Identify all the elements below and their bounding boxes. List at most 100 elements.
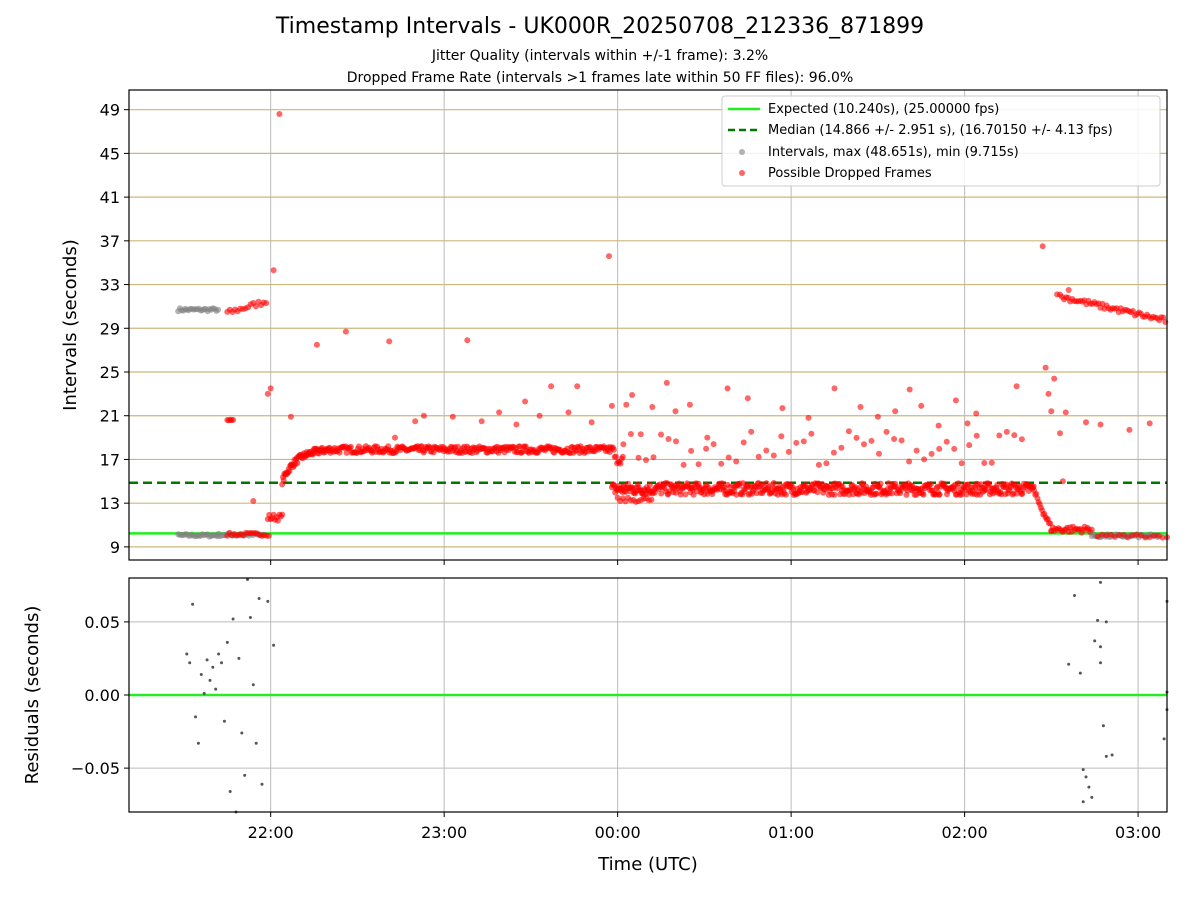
dropped-frame-point <box>876 450 882 457</box>
residual-point <box>1087 785 1091 789</box>
dropped-frame-point <box>688 447 695 454</box>
residual-point <box>1081 768 1085 772</box>
dropped-frame-point <box>347 443 354 450</box>
dropped-frame-point <box>478 418 485 425</box>
residual-point <box>188 661 192 665</box>
dropped-frame-point <box>286 468 293 475</box>
dropped-frame-point <box>287 413 294 420</box>
dropped-frame-point <box>643 457 649 463</box>
dropped-frame-point <box>814 489 821 496</box>
residual-point <box>1084 775 1088 779</box>
dropped-frame-point <box>651 489 658 496</box>
dropped-frame-point <box>877 480 884 487</box>
dropped-frame-point <box>342 328 349 335</box>
dropped-frame-point <box>744 395 751 402</box>
dropped-frame-point <box>920 491 927 498</box>
dropped-frame-point <box>994 481 1001 488</box>
dropped-frame-point <box>755 453 762 460</box>
dropped-frame-point <box>1051 375 1058 382</box>
top-ytick-label: 13 <box>100 494 120 513</box>
dropped-frame-point <box>793 439 800 446</box>
dropped-frame-point <box>935 422 942 429</box>
dropped-frame-point <box>785 448 792 455</box>
dropped-frame-point <box>1018 436 1025 443</box>
residual-point <box>266 599 270 603</box>
residual-point <box>220 661 223 665</box>
residual-point <box>1067 662 1071 666</box>
dropped-frame-point <box>1048 408 1055 415</box>
dropped-frame-point <box>958 491 965 498</box>
residual-point <box>225 640 229 644</box>
residual-point <box>257 597 261 600</box>
residual-point <box>243 773 247 777</box>
dropped-frame-point <box>672 408 679 415</box>
dropped-frame-point <box>627 431 634 437</box>
dropped-frame-point <box>704 434 711 441</box>
bottom-panel-y-ticks: −0.05 0.00 0.05 <box>71 613 129 778</box>
residual-point <box>260 782 264 786</box>
dropped-frame-point <box>800 438 807 445</box>
dropped-frame-point <box>650 454 657 461</box>
dropped-frame-point <box>996 432 1003 439</box>
top-panel-y-ticks: 9 13 17 21 25 29 33 37 41 45 49 <box>100 101 129 557</box>
dropped-frame-point <box>386 338 393 345</box>
residual-point <box>202 692 206 695</box>
dropped-frame-point <box>951 445 958 452</box>
legend-expected-label: Expected (10.240s), (25.00000 fps) <box>768 102 999 117</box>
x-axis-label: Time (UTC) <box>597 854 698 875</box>
dropped-frame-point <box>873 490 880 497</box>
residual-point <box>1093 639 1097 643</box>
dropped-frame-point <box>677 491 684 498</box>
dropped-frame-point <box>770 452 777 459</box>
residual-point <box>217 652 221 656</box>
residual-point <box>231 617 235 621</box>
residual-point <box>1078 671 1082 675</box>
dropped-frame-point <box>906 458 913 465</box>
dropped-frame-point <box>889 490 895 497</box>
dropped-frame-point <box>936 491 943 498</box>
dropped-frame-point <box>279 511 286 518</box>
residual-point <box>1110 753 1114 757</box>
dropped-frame-point <box>649 404 656 410</box>
bottom-ytick-label: −0.05 <box>71 759 120 778</box>
dropped-frame-point <box>958 460 965 467</box>
dropped-frame-point <box>648 496 655 503</box>
dropped-frame-point <box>522 398 529 405</box>
chart-subtitle-jitter: Jitter Quality (intervals within +/-1 fr… <box>431 48 769 64</box>
dropped-frame-point <box>610 446 617 453</box>
dropped-frame-point <box>981 460 988 466</box>
dropped-frame-point <box>1011 432 1018 439</box>
dropped-frame-point <box>1098 531 1105 538</box>
dropped-frame-point <box>857 404 864 410</box>
top-ytick-label: 17 <box>100 450 120 469</box>
top-ytick-label: 37 <box>100 232 120 251</box>
residual-point <box>272 643 276 647</box>
residual-point <box>1073 594 1076 597</box>
dropped-frame-point <box>1116 532 1123 539</box>
residual-point <box>194 715 197 719</box>
dropped-frame-point <box>1045 390 1052 397</box>
dropped-frame-point <box>823 460 830 467</box>
residual-point <box>185 652 189 656</box>
dropped-frame-point <box>1159 534 1166 541</box>
dropped-frame-point <box>928 450 935 457</box>
dropped-frame-point <box>733 458 740 465</box>
dropped-frame-point <box>1054 291 1061 298</box>
bottom-y-axis-label: Residuals (seconds) <box>22 606 43 785</box>
legend-median-label: Median (14.866 +/- 2.951 s), (16.70150 +… <box>768 123 1113 138</box>
residual-point <box>228 790 232 793</box>
dropped-frame-point <box>612 453 619 460</box>
residual-point <box>1104 620 1108 624</box>
chart-title: Timestamp Intervals - UK000R_20250708_21… <box>275 14 925 39</box>
dropped-frame-point <box>548 383 555 390</box>
dropped-frame-point <box>973 410 980 417</box>
residual-point <box>246 578 249 581</box>
dropped-frame-point <box>703 445 710 452</box>
dropped-frame-point <box>1062 409 1069 416</box>
dropped-frame-point <box>294 460 301 466</box>
dropped-frame-point <box>973 432 980 439</box>
legend-box <box>721 95 1161 187</box>
dropped-frame-point <box>1151 532 1157 539</box>
dropped-frame-point <box>964 420 971 427</box>
legend-dropped-label: Possible Dropped Frames <box>768 166 932 181</box>
